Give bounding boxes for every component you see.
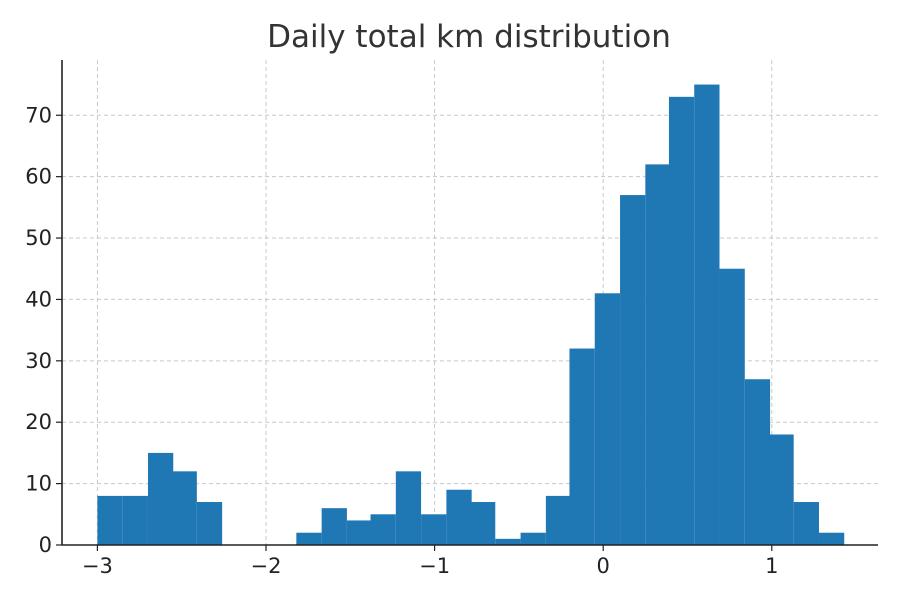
- histogram-bar: [645, 164, 671, 545]
- histogram-bars: [97, 84, 845, 546]
- histogram-bar: [545, 495, 572, 545]
- histogram-bar: [694, 84, 720, 546]
- histogram-bar: [196, 502, 223, 545]
- histogram-bar: [346, 520, 373, 545]
- y-tick-label: 60: [25, 165, 52, 189]
- histogram-bar: [768, 434, 794, 545]
- y-tick-label: 50: [25, 226, 52, 250]
- y-tick-label: 70: [25, 103, 52, 127]
- y-tick-label: 0: [39, 533, 52, 557]
- histogram-bar: [446, 489, 472, 545]
- histogram-bar: [321, 508, 347, 545]
- histogram-bar: [744, 379, 771, 545]
- histogram-bar: [171, 471, 197, 545]
- histogram-bar: [395, 471, 422, 545]
- histogram-bar: [594, 293, 621, 545]
- x-tick-label: 1: [765, 554, 778, 578]
- histogram-bar: [818, 532, 845, 545]
- y-tick-label: 20: [25, 410, 52, 434]
- x-tick-label: −2: [251, 554, 282, 578]
- x-tick-label: −3: [82, 554, 113, 578]
- histogram-bar: [793, 502, 819, 545]
- histogram-bar: [97, 495, 123, 545]
- axes: [61, 60, 878, 546]
- histogram-bar: [620, 195, 646, 545]
- histogram-bar: [122, 495, 148, 545]
- y-tick-label: 30: [25, 349, 52, 373]
- histogram-bar: [569, 348, 595, 545]
- x-tick-label: −1: [419, 554, 450, 578]
- histogram-bar: [520, 532, 546, 545]
- histogram-bar: [668, 96, 695, 545]
- histogram-bar: [495, 538, 521, 545]
- histogram-bar: [470, 502, 496, 545]
- x-tick-label: 0: [597, 554, 610, 578]
- histogram-bar: [719, 268, 745, 545]
- chart-title: Daily total km distribution: [267, 19, 671, 55]
- histogram-bar: [421, 514, 447, 545]
- histogram-bar: [296, 532, 322, 545]
- y-tick-label: 40: [25, 287, 52, 311]
- histogram-bar: [147, 452, 174, 545]
- histogram-bar: [370, 514, 396, 545]
- y-tick-label: 10: [25, 472, 52, 496]
